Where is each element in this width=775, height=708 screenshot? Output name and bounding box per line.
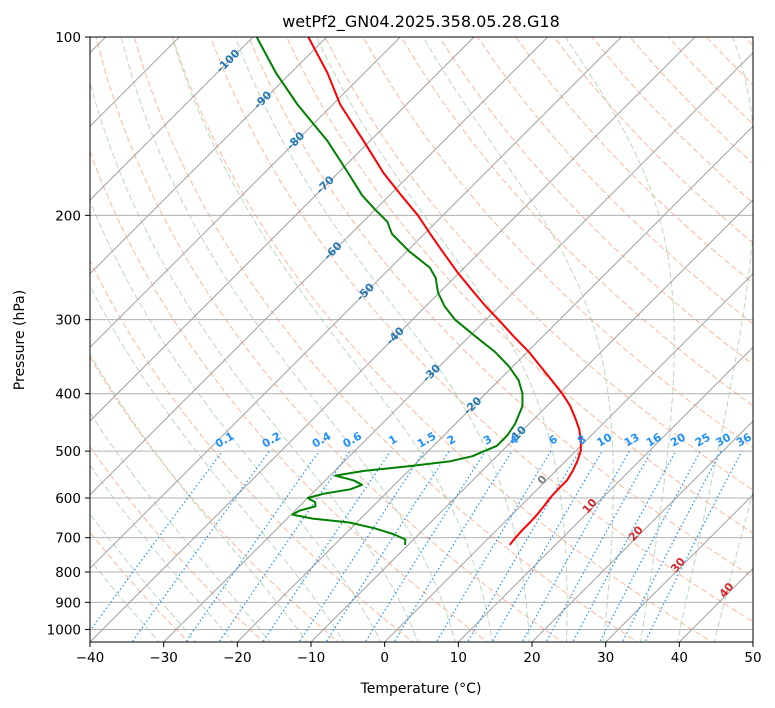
isotherm-line xyxy=(383,272,753,642)
mixing-ratio-line xyxy=(393,450,513,642)
isotherm-line xyxy=(90,37,402,349)
x-axis-label: Temperature (°C) xyxy=(360,681,482,697)
mixing-ratio-line xyxy=(298,450,425,642)
isotherm-line xyxy=(90,37,696,642)
isotherm-line xyxy=(604,493,753,642)
sounding-lines xyxy=(255,37,582,546)
isotherm-line xyxy=(90,37,254,201)
x-tick-label: 10 xyxy=(450,650,467,666)
moist-adiabat-line xyxy=(422,37,614,642)
mixing-ratio-line xyxy=(364,450,486,642)
mixing-ratio-line xyxy=(599,450,702,642)
isotherm-line xyxy=(90,37,623,570)
isotherm-line xyxy=(310,199,753,642)
dry-adiabat-line xyxy=(90,150,489,642)
y-tick-label: 200 xyxy=(55,208,81,224)
isotherm-line xyxy=(531,420,753,642)
chart-title: wetPf2_GN04.2025.358.05.28.G18 xyxy=(282,12,560,32)
mixing-ratio-line xyxy=(621,450,722,642)
axis-ticks: −40 −30 −20 −10 0 10 20 30 40 50 100 200 300 400 500 60… xyxy=(47,30,762,666)
moist-adiabat-line xyxy=(676,37,753,642)
isotherm-line xyxy=(457,346,753,642)
moist-adiabat-line xyxy=(316,37,568,642)
dry-adiabat-line xyxy=(133,37,638,642)
y-tick-label: 700 xyxy=(55,531,81,547)
isotherm-line xyxy=(90,37,475,422)
isotherm-line xyxy=(90,37,181,128)
x-tick-label: 20 xyxy=(523,650,540,666)
y-tick-label: 400 xyxy=(55,387,81,403)
moist-adiabat-line xyxy=(565,37,675,642)
dry-adiabat-line xyxy=(95,37,564,642)
isotherm-line xyxy=(90,37,328,275)
x-tick-label: 50 xyxy=(744,650,761,666)
dry-adiabat-line xyxy=(515,37,753,284)
dry-adiabat-line xyxy=(90,356,339,642)
isotherm-line xyxy=(236,125,753,642)
dry-adiabat-line xyxy=(248,37,753,578)
moist-adiabat-line xyxy=(90,353,308,642)
dry-adiabat-line xyxy=(90,259,414,642)
y-tick-label: 800 xyxy=(55,565,81,581)
y-tick-label: 100 xyxy=(55,30,81,46)
moist-adiabat-line xyxy=(120,37,456,642)
plot-frame xyxy=(89,36,754,643)
dry-adiabat-line xyxy=(362,37,753,449)
dry-adiabat-line xyxy=(438,37,753,366)
moist-adiabat-line xyxy=(171,37,493,642)
dry-adiabat-line xyxy=(286,37,753,534)
y-tick-label: 1000 xyxy=(47,622,81,638)
x-tick-label: 30 xyxy=(597,650,614,666)
x-tick-label: 40 xyxy=(671,650,688,666)
mixing-ratio-line xyxy=(131,450,270,642)
y-tick-label: 600 xyxy=(55,491,81,507)
mixing-ratio-line xyxy=(90,450,223,632)
y-tick-label: 500 xyxy=(55,444,81,460)
isotherm-line xyxy=(162,51,753,642)
mixing-ratio-line xyxy=(325,450,450,642)
isotherm-line xyxy=(90,37,549,496)
mixing-ratio-line xyxy=(262,450,392,642)
x-tick-label: −20 xyxy=(223,650,252,666)
x-tick-label: 0 xyxy=(380,650,389,666)
x-tick-label: −40 xyxy=(76,650,105,666)
y-tick-label: 900 xyxy=(55,595,81,611)
temperature-profile-line xyxy=(307,37,582,546)
y-tick-label: 300 xyxy=(55,313,81,329)
dry-adiabat-line xyxy=(324,37,753,491)
mixing-ratio-line xyxy=(185,450,320,642)
dry-adiabat-line xyxy=(90,531,190,642)
mixing-ratio-line xyxy=(572,450,677,642)
x-tick-label: −30 xyxy=(149,650,178,666)
dewpoint-profile-line xyxy=(255,37,524,545)
dry-adiabat-line xyxy=(171,37,713,642)
x-tick-label: −10 xyxy=(297,650,326,666)
y-axis-label: Pressure (hPa) xyxy=(12,290,28,390)
